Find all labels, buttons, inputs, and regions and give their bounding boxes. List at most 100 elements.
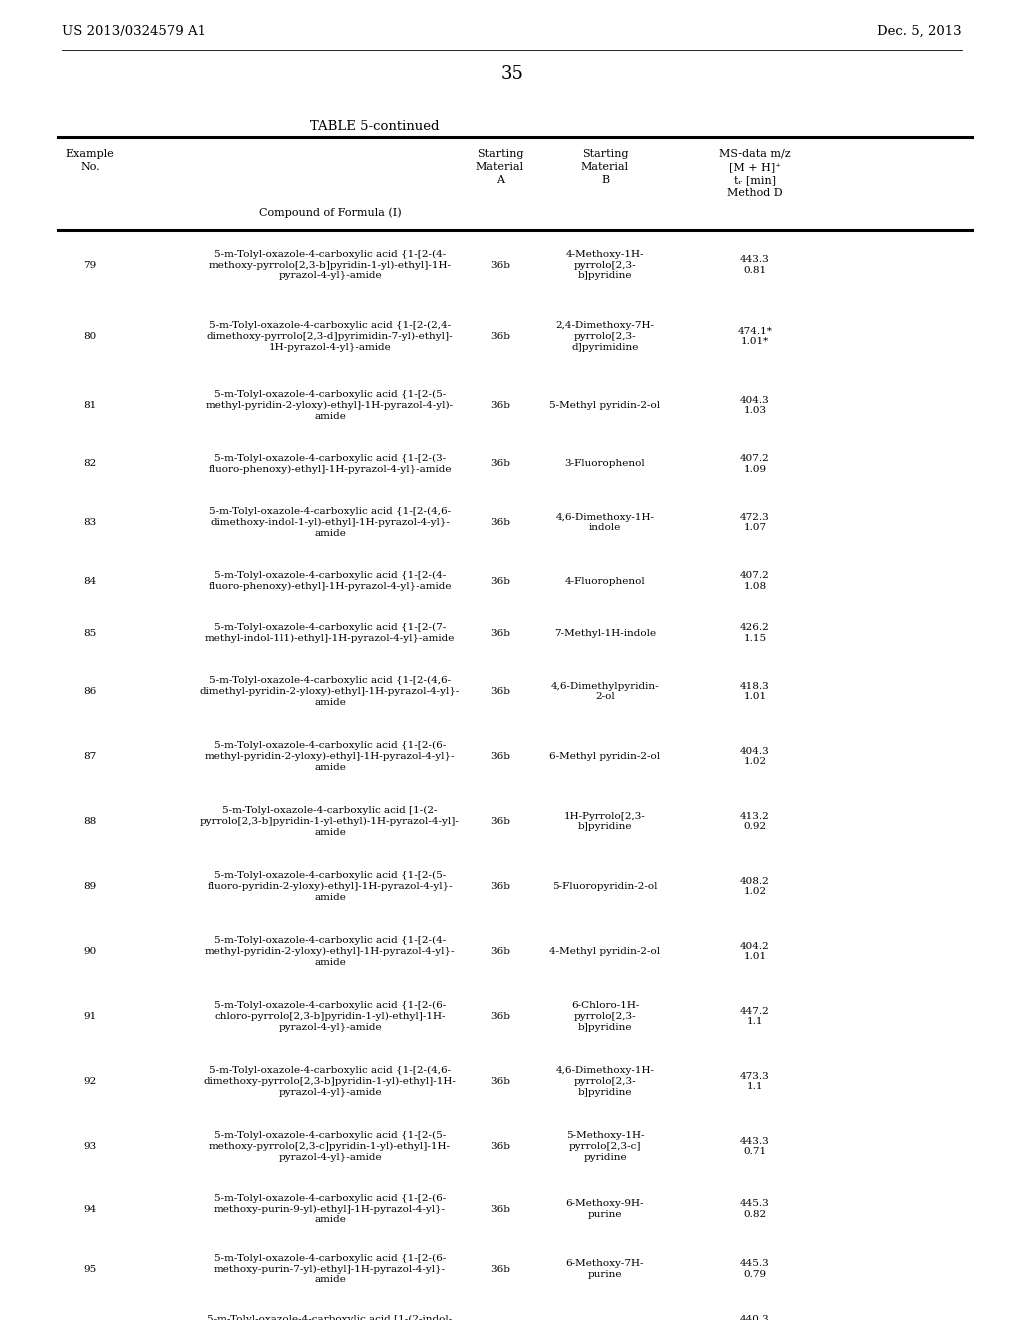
- Text: 6-Chloro-1H-
pyrrolo[2,3-
b]pyridine: 6-Chloro-1H- pyrrolo[2,3- b]pyridine: [570, 1002, 639, 1032]
- Text: 4,6-Dimethoxy-1H-
pyrrolo[2,3-
b]pyridine: 4,6-Dimethoxy-1H- pyrrolo[2,3- b]pyridin…: [555, 1067, 654, 1097]
- Text: 5-m-Tolyl-oxazole-4-carboxylic acid {1-[2-(4-
methyl-pyridin-2-yloxy)-ethyl]-1H-: 5-m-Tolyl-oxazole-4-carboxylic acid {1-[…: [205, 936, 456, 966]
- Text: 6-Methyl pyridin-2-ol: 6-Methyl pyridin-2-ol: [550, 752, 660, 762]
- Text: 1H-Pyrrolo[2,3-
b]pyridine: 1H-Pyrrolo[2,3- b]pyridine: [564, 812, 646, 832]
- Text: 82: 82: [83, 459, 96, 469]
- Text: Material: Material: [476, 162, 524, 172]
- Text: 5-m-Tolyl-oxazole-4-carboxylic acid {1-[2-(4-
fluoro-phenoxy)-ethyl]-1H-pyrazol-: 5-m-Tolyl-oxazole-4-carboxylic acid {1-[…: [208, 572, 452, 591]
- Text: Compound of Formula (I): Compound of Formula (I): [259, 207, 401, 218]
- Text: 84: 84: [83, 577, 96, 586]
- Text: 445.3
0.82: 445.3 0.82: [740, 1199, 770, 1218]
- Text: 4-Methoxy-1H-
pyrrolo[2,3-
b]pyridine: 4-Methoxy-1H- pyrrolo[2,3- b]pyridine: [565, 249, 644, 280]
- Text: 3-Fluorophenol: 3-Fluorophenol: [564, 459, 645, 469]
- Text: 36b: 36b: [490, 946, 510, 956]
- Text: 88: 88: [83, 817, 96, 826]
- Text: 5-Methoxy-1H-
pyrrolo[2,3-c]
pyridine: 5-Methoxy-1H- pyrrolo[2,3-c] pyridine: [565, 1131, 644, 1162]
- Text: 404.2
1.01: 404.2 1.01: [740, 941, 770, 961]
- Text: 36b: 36b: [490, 1204, 510, 1213]
- Text: 407.2
1.09: 407.2 1.09: [740, 454, 770, 474]
- Text: tᵣ [min]: tᵣ [min]: [734, 176, 776, 185]
- Text: 36b: 36b: [490, 517, 510, 527]
- Text: Example: Example: [66, 149, 115, 158]
- Text: 36b: 36b: [490, 1077, 510, 1086]
- Text: 80: 80: [83, 333, 96, 341]
- Text: 36b: 36b: [490, 628, 510, 638]
- Text: 94: 94: [83, 1204, 96, 1213]
- Text: Starting: Starting: [477, 149, 523, 158]
- Text: 440.3
1.11: 440.3 1.11: [740, 1315, 770, 1320]
- Text: 413.2
0.92: 413.2 0.92: [740, 812, 770, 832]
- Text: 5-Fluoropyridin-2-ol: 5-Fluoropyridin-2-ol: [552, 882, 657, 891]
- Text: 6-Methoxy-7H-
purine: 6-Methoxy-7H- purine: [565, 1259, 644, 1279]
- Text: 407.2
1.08: 407.2 1.08: [740, 572, 770, 591]
- Text: 90: 90: [83, 946, 96, 956]
- Text: 5-m-Tolyl-oxazole-4-carboxylic acid {1-[2-(3-
fluoro-phenoxy)-ethyl]-1H-pyrazol-: 5-m-Tolyl-oxazole-4-carboxylic acid {1-[…: [208, 454, 452, 474]
- Text: 36b: 36b: [490, 1012, 510, 1020]
- Text: 4,6-Dimethylpyridin-
2-ol: 4,6-Dimethylpyridin- 2-ol: [551, 681, 659, 701]
- Text: 5-m-Tolyl-oxazole-4-carboxylic acid {1-[2-(7-
methyl-indol-1l1)-ethyl]-1H-pyrazo: 5-m-Tolyl-oxazole-4-carboxylic acid {1-[…: [205, 623, 456, 643]
- Text: 5-m-Tolyl-oxazole-4-carboxylic acid {1-[2-(5-
methyl-pyridin-2-yloxy)-ethyl]-1H-: 5-m-Tolyl-oxazole-4-carboxylic acid {1-[…: [206, 391, 454, 421]
- Text: 5-m-Tolyl-oxazole-4-carboxylic acid {1-[2-(6-
chloro-pyrrolo[2,3-b]pyridin-1-yl): 5-m-Tolyl-oxazole-4-carboxylic acid {1-[…: [214, 1001, 446, 1032]
- Text: 36b: 36b: [490, 333, 510, 341]
- Text: 89: 89: [83, 882, 96, 891]
- Text: 85: 85: [83, 628, 96, 638]
- Text: 5-m-Tolyl-oxazole-4-carboxylic acid {1-[2-(4-
methoxy-pyrrolo[2,3-b]pyridin-1-yl: 5-m-Tolyl-oxazole-4-carboxylic acid {1-[…: [209, 249, 452, 280]
- Text: MS-data m/z: MS-data m/z: [719, 149, 791, 158]
- Text: 5-m-Tolyl-oxazole-4-carboxylic acid [1-(2-
pyrrolo[2,3-b]pyridin-1-yl-ethyl)-1H-: 5-m-Tolyl-oxazole-4-carboxylic acid [1-(…: [200, 807, 460, 837]
- Text: 5-m-Tolyl-oxazole-4-carboxylic acid {1-[2-(6-
methyl-pyridin-2-yloxy)-ethyl]-1H-: 5-m-Tolyl-oxazole-4-carboxylic acid {1-[…: [205, 741, 456, 772]
- Text: B: B: [601, 176, 609, 185]
- Text: 4-Fluorophenol: 4-Fluorophenol: [564, 577, 645, 586]
- Text: 472.3
1.07: 472.3 1.07: [740, 512, 770, 532]
- Text: US 2013/0324579 A1: US 2013/0324579 A1: [62, 25, 206, 38]
- Text: 36b: 36b: [490, 1265, 510, 1274]
- Text: A: A: [496, 176, 504, 185]
- Text: 5-Methyl pyridin-2-ol: 5-Methyl pyridin-2-ol: [550, 401, 660, 411]
- Text: Method D: Method D: [727, 187, 782, 198]
- Text: 473.3
1.1: 473.3 1.1: [740, 1072, 770, 1092]
- Text: 443.3
0.81: 443.3 0.81: [740, 255, 770, 275]
- Text: 36b: 36b: [490, 459, 510, 469]
- Text: 36b: 36b: [490, 401, 510, 411]
- Text: 79: 79: [83, 260, 96, 269]
- Text: 4-Methyl pyridin-2-ol: 4-Methyl pyridin-2-ol: [550, 946, 660, 956]
- Text: 404.3
1.03: 404.3 1.03: [740, 396, 770, 416]
- Text: 87: 87: [83, 752, 96, 762]
- Text: 2,4-Dimethoxy-7H-
pyrrolo[2,3-
d]pyrimidine: 2,4-Dimethoxy-7H- pyrrolo[2,3- d]pyrimid…: [555, 321, 654, 351]
- Text: 426.2
1.15: 426.2 1.15: [740, 623, 770, 643]
- Text: 418.3
1.01: 418.3 1.01: [740, 681, 770, 701]
- Text: 7-Methyl-1H-indole: 7-Methyl-1H-indole: [554, 628, 656, 638]
- Text: No.: No.: [80, 162, 99, 172]
- Text: 95: 95: [83, 1265, 96, 1274]
- Text: 5-m-Tolyl-oxazole-4-carboxylic acid {1-[2-(6-
methoxy-purin-9-yl)-ethyl]-1H-pyra: 5-m-Tolyl-oxazole-4-carboxylic acid {1-[…: [214, 1193, 446, 1225]
- Text: 36b: 36b: [490, 1142, 510, 1151]
- Text: 36b: 36b: [490, 882, 510, 891]
- Text: 86: 86: [83, 686, 96, 696]
- Text: Material: Material: [581, 162, 629, 172]
- Text: 5-m-Tolyl-oxazole-4-carboxylic acid {1-[2-(4,6-
dimethoxy-indol-1-yl)-ethyl]-1H-: 5-m-Tolyl-oxazole-4-carboxylic acid {1-[…: [209, 507, 451, 537]
- Text: 6-Methoxy-9H-
purine: 6-Methoxy-9H- purine: [565, 1199, 644, 1218]
- Text: 36b: 36b: [490, 577, 510, 586]
- Text: 5-m-Tolyl-oxazole-4-carboxylic acid {1-[2-(6-
methoxy-purin-7-yl)-ethyl]-1H-pyra: 5-m-Tolyl-oxazole-4-carboxylic acid {1-[…: [214, 1254, 446, 1284]
- Text: 36b: 36b: [490, 817, 510, 826]
- Text: 91: 91: [83, 1012, 96, 1020]
- Text: [M + H]⁺: [M + H]⁺: [729, 162, 781, 172]
- Text: 5-m-Tolyl-oxazole-4-carboxylic acid {1-[2-(2,4-
dimethoxy-pyrrolo[2,3-d]pyrimidi: 5-m-Tolyl-oxazole-4-carboxylic acid {1-[…: [207, 321, 454, 352]
- Text: 36b: 36b: [490, 260, 510, 269]
- Text: 81: 81: [83, 401, 96, 411]
- Text: 36b: 36b: [490, 686, 510, 696]
- Text: 5-m-Tolyl-oxazole-4-carboxylic acid {1-[2-(4,6-
dimethoxy-pyrrolo[2,3-b]pyridin-: 5-m-Tolyl-oxazole-4-carboxylic acid {1-[…: [204, 1067, 457, 1097]
- Text: 474.1*
1.01*: 474.1* 1.01*: [737, 326, 772, 346]
- Text: 83: 83: [83, 517, 96, 527]
- Text: 93: 93: [83, 1142, 96, 1151]
- Text: 36b: 36b: [490, 752, 510, 762]
- Text: 5-m-Tolyl-oxazole-4-carboxylic acid {1-[2-(5-
fluoro-pyridin-2-yloxy)-ethyl]-1H-: 5-m-Tolyl-oxazole-4-carboxylic acid {1-[…: [207, 871, 453, 902]
- Text: 35: 35: [501, 65, 523, 83]
- Text: 404.3
1.02: 404.3 1.02: [740, 747, 770, 767]
- Text: 445.3
0.79: 445.3 0.79: [740, 1259, 770, 1279]
- Text: 5-m-Tolyl-oxazole-4-carboxylic acid {1-[2-(5-
methoxy-pyrrolo[2,3-c]pyridin-1-yl: 5-m-Tolyl-oxazole-4-carboxylic acid {1-[…: [209, 1131, 451, 1162]
- Text: 4,6-Dimethoxy-1H-
indole: 4,6-Dimethoxy-1H- indole: [555, 512, 654, 532]
- Text: Starting: Starting: [582, 149, 629, 158]
- Text: TABLE 5-continued: TABLE 5-continued: [310, 120, 439, 133]
- Text: Dec. 5, 2013: Dec. 5, 2013: [878, 25, 962, 38]
- Text: 443.3
0.71: 443.3 0.71: [740, 1137, 770, 1156]
- Text: 447.2
1.1: 447.2 1.1: [740, 1007, 770, 1027]
